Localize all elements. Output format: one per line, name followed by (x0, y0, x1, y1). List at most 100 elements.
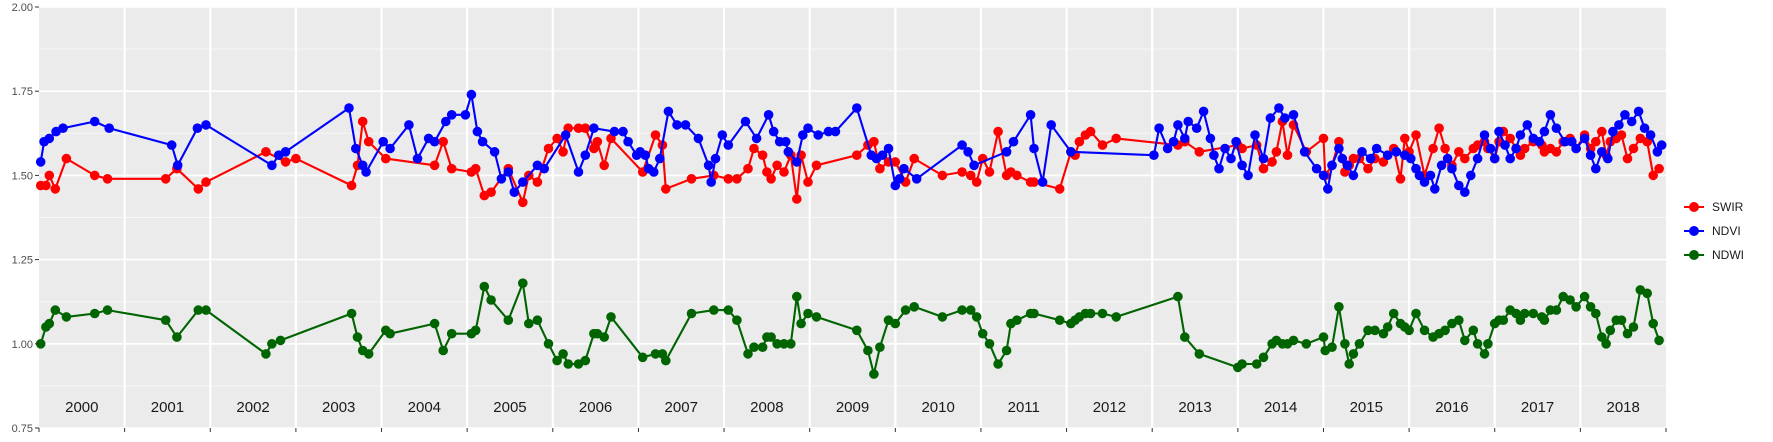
year-label: 2003 (322, 399, 355, 416)
data-point (438, 136, 449, 147)
data-point (965, 170, 976, 181)
data-point (1388, 308, 1399, 319)
year-label: 2011 (1008, 399, 1040, 416)
data-point (599, 160, 609, 171)
data-point (706, 177, 716, 187)
data-point (1237, 160, 1247, 171)
data-point (385, 328, 395, 339)
data-point (780, 136, 791, 147)
data-point (1012, 315, 1022, 326)
data-point (438, 345, 449, 356)
data-point (1037, 177, 1048, 187)
data-point (1489, 153, 1500, 164)
data-point (1601, 339, 1611, 349)
data-point (1097, 140, 1108, 150)
data-point (518, 197, 528, 208)
data-point (875, 163, 885, 174)
data-point (710, 153, 721, 164)
data-point (1597, 126, 1607, 137)
data-point (875, 342, 885, 353)
data-point (351, 143, 361, 154)
data-point (830, 126, 841, 137)
data-point (1551, 305, 1562, 315)
data-point (1571, 302, 1581, 312)
data-point (172, 332, 182, 342)
data-point (104, 123, 114, 133)
data-point (1237, 143, 1247, 154)
data-point (768, 126, 779, 137)
data-point (1029, 143, 1039, 154)
data-point (486, 295, 496, 305)
data-point (813, 130, 823, 140)
data-point (1173, 120, 1183, 130)
data-point (1411, 308, 1421, 319)
data-point (1591, 136, 1601, 147)
data-point (589, 123, 599, 133)
data-point (429, 318, 440, 329)
data-point (672, 120, 682, 130)
data-point (1274, 103, 1284, 113)
data-point (1250, 130, 1260, 140)
year-label: 2010 (921, 399, 954, 416)
data-point (489, 147, 500, 157)
data-point (786, 339, 796, 349)
data-point (1382, 150, 1393, 160)
data-point (102, 174, 113, 184)
data-point (1628, 322, 1639, 332)
data-point (1001, 147, 1012, 157)
data-point (717, 130, 728, 140)
data-point (1560, 136, 1570, 147)
data-point (1616, 315, 1627, 326)
data-point (1454, 180, 1464, 191)
data-point (869, 136, 879, 147)
data-point (1111, 312, 1121, 322)
y-tick-label: 1.75 (12, 86, 33, 98)
data-point (404, 120, 414, 130)
data-point (650, 130, 661, 140)
data-point (1342, 160, 1353, 171)
data-point (766, 174, 776, 184)
data-point (524, 318, 534, 329)
data-point (89, 308, 100, 319)
legend: SWIR NDVI NDWI (1683, 197, 1744, 265)
data-point (1318, 332, 1329, 342)
data-point (1434, 123, 1444, 133)
legend-label: NDVI (1712, 224, 1741, 238)
data-point (663, 106, 674, 117)
data-point (1001, 345, 1012, 356)
data-point (1363, 325, 1373, 336)
data-point (378, 136, 389, 147)
data-point (1301, 339, 1312, 349)
data-point (1479, 349, 1490, 359)
data-point (1180, 332, 1190, 342)
data-point (971, 177, 982, 187)
data-point (1642, 288, 1652, 299)
data-point (743, 349, 753, 359)
data-point (1226, 153, 1236, 164)
data-point (201, 305, 211, 315)
data-point (957, 167, 967, 177)
data-point (740, 116, 751, 127)
data-point (1519, 143, 1530, 154)
data-point (50, 305, 61, 315)
data-point (261, 147, 271, 157)
data-point (35, 339, 46, 349)
year-label: 2017 (1521, 399, 1554, 416)
data-point (1046, 120, 1056, 130)
data-point (803, 123, 813, 133)
series-ndwi (35, 278, 1664, 379)
data-point (166, 140, 177, 150)
data-point (957, 305, 967, 315)
data-point (532, 315, 543, 326)
data-point (1466, 170, 1476, 181)
data-point (766, 332, 776, 342)
data-point (655, 153, 665, 164)
data-point (1288, 335, 1299, 346)
data-point (1348, 170, 1359, 181)
data-point (1534, 136, 1545, 147)
data-point (1198, 106, 1209, 117)
data-point (1012, 170, 1022, 181)
data-point (193, 305, 204, 315)
year-label: 2001 (151, 399, 184, 416)
